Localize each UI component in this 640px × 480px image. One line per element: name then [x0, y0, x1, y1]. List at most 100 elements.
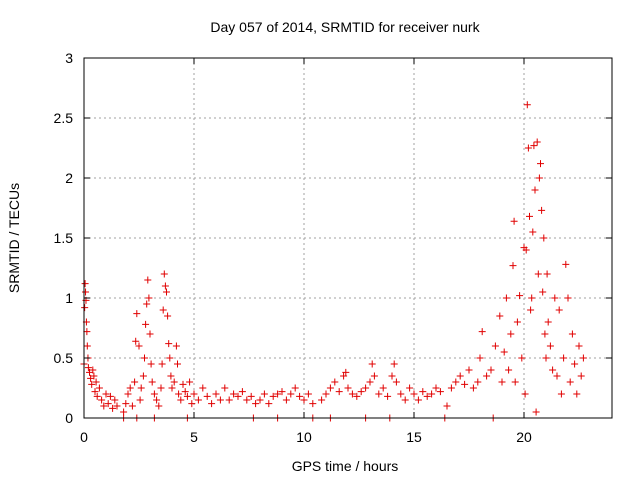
data-point — [557, 390, 565, 398]
data-point — [296, 392, 304, 400]
data-point — [523, 101, 531, 109]
data-point — [522, 246, 530, 254]
data-point — [150, 390, 158, 398]
data-point — [551, 294, 559, 302]
data-point — [568, 330, 576, 338]
data-point — [91, 388, 99, 396]
data-point — [208, 400, 216, 408]
data-point — [142, 320, 150, 328]
data-point — [92, 378, 100, 386]
data-point — [155, 402, 163, 410]
data-point — [309, 400, 317, 408]
data-point — [174, 360, 181, 368]
data-point — [291, 384, 299, 392]
data-point — [344, 384, 352, 392]
data-point — [177, 396, 185, 404]
data-point — [132, 337, 140, 345]
data-point — [571, 360, 579, 368]
data-point — [167, 372, 175, 380]
data-point — [106, 392, 114, 400]
data-point — [148, 378, 156, 386]
data-point — [342, 368, 350, 376]
data-point — [172, 342, 180, 350]
data-point — [335, 388, 343, 396]
data-point — [370, 372, 378, 380]
data-point — [533, 138, 541, 146]
data-point — [212, 390, 220, 398]
data-point — [549, 366, 557, 374]
y-tick-label: 0.5 — [54, 350, 74, 366]
data-point — [100, 402, 108, 410]
data-point — [526, 212, 533, 220]
data-point — [102, 390, 110, 398]
data-point — [300, 396, 308, 404]
data-point — [375, 390, 383, 398]
data-point — [368, 360, 376, 368]
data-point — [166, 354, 174, 362]
y-tick-label: 0 — [65, 410, 73, 426]
data-point — [153, 396, 161, 404]
data-point — [147, 360, 155, 368]
x-tick-label: 0 — [80, 429, 88, 445]
data-point — [452, 378, 460, 386]
data-point — [419, 388, 427, 396]
data-point — [260, 390, 268, 398]
data-point — [95, 384, 103, 392]
data-point — [135, 342, 143, 350]
data-point — [104, 400, 112, 408]
data-point — [465, 366, 473, 374]
data-point — [546, 342, 554, 350]
data-point — [502, 294, 510, 302]
data-point — [478, 328, 486, 336]
data-point — [401, 396, 409, 404]
data-point — [247, 392, 255, 400]
data-point — [537, 160, 544, 168]
data-point — [535, 174, 543, 182]
data-point — [348, 390, 356, 398]
data-point — [532, 408, 540, 416]
data-point — [90, 372, 98, 380]
data-point — [487, 366, 495, 374]
data-point — [456, 372, 464, 380]
data-point — [461, 380, 469, 388]
data-point — [509, 262, 517, 270]
data-point — [143, 300, 151, 308]
data-point — [93, 392, 101, 400]
data-point — [553, 372, 561, 380]
data-point — [238, 388, 246, 396]
data-point — [524, 144, 532, 152]
data-point — [331, 378, 339, 386]
data-point — [175, 390, 183, 398]
y-tick-label: 2 — [65, 170, 73, 186]
data-point — [82, 288, 90, 296]
data-point — [505, 366, 513, 374]
x-tick-label: 15 — [406, 429, 422, 445]
data-point — [157, 384, 165, 392]
data-point — [243, 396, 251, 404]
data-point — [540, 234, 548, 242]
data-point — [511, 378, 519, 386]
data-point — [216, 396, 224, 404]
data-point — [163, 288, 170, 296]
data-point — [131, 378, 139, 386]
data-point — [234, 392, 242, 400]
data-point — [500, 348, 508, 356]
data-point — [353, 392, 361, 400]
data-point — [186, 378, 194, 386]
data-point — [447, 384, 455, 392]
data-point — [366, 378, 374, 386]
data-point — [474, 378, 482, 386]
data-point — [521, 390, 529, 398]
data-point — [577, 372, 585, 380]
data-point — [579, 354, 587, 362]
data-points — [80, 101, 587, 422]
data-point — [188, 400, 196, 408]
data-point — [529, 228, 537, 236]
data-point — [531, 186, 539, 194]
data-point — [397, 390, 405, 398]
data-point — [109, 404, 117, 412]
data-point — [392, 378, 400, 386]
data-point — [538, 206, 546, 214]
data-point — [357, 388, 365, 396]
